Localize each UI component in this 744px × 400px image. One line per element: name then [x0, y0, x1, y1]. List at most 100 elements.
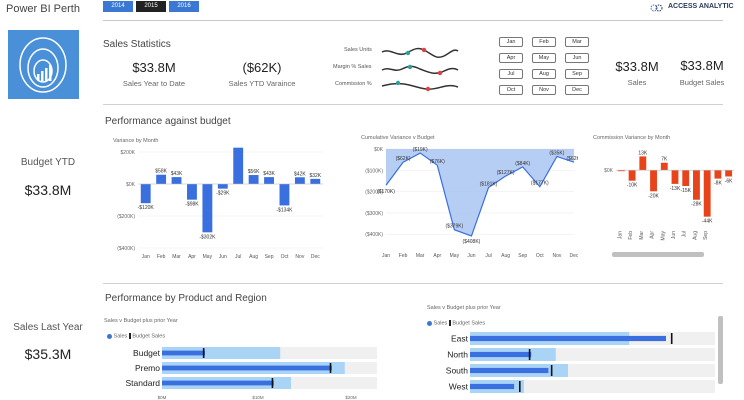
- header-divider: [103, 20, 723, 21]
- data-label: -8K: [714, 181, 722, 187]
- bar: [140, 184, 151, 204]
- budget-ytd-value: $33.8M: [24, 182, 72, 198]
- x-tick-label: Jan: [617, 231, 623, 239]
- data-label: $42K: [294, 171, 306, 177]
- category-label: Budget: [133, 348, 161, 358]
- bar: [617, 170, 625, 172]
- sales-bar: [470, 383, 515, 390]
- sales-bar: [162, 365, 332, 371]
- month-button-apr[interactable]: Apr: [499, 53, 523, 63]
- data-label: ($170K): [377, 189, 395, 195]
- x-tick-label: Sep: [518, 253, 527, 259]
- data-label: $32K: [309, 173, 321, 179]
- legend-budget-label-region: Budget Sales: [452, 320, 486, 327]
- data-label: ($127K): [497, 170, 515, 176]
- month-button-aug[interactable]: Aug: [532, 69, 556, 79]
- sparkline-label-margin: Margin % Sales: [333, 64, 372, 70]
- sales-ytd-variance-label: Sales YTD Varaince: [228, 79, 296, 88]
- x-tick-label: $20M: [345, 395, 357, 400]
- app-logo: [8, 30, 79, 99]
- category-label: South: [446, 366, 468, 376]
- legend-budget-label: Budget Sales: [132, 333, 166, 340]
- performance-budget-title: Performance against budget: [105, 116, 231, 127]
- month-button-jul[interactable]: Jul: [499, 69, 523, 79]
- data-label: -6K: [725, 178, 733, 184]
- sales-bar: [162, 380, 274, 386]
- x-tick-label: Mar: [639, 231, 645, 240]
- product-bullet-chart: Budget Premo Standard $0M $10M $20M: [126, 347, 377, 400]
- y-tick-label: ($400K): [117, 246, 135, 252]
- bar: [628, 170, 636, 181]
- month-button-feb[interactable]: Feb: [532, 37, 556, 47]
- budget-marker: [550, 365, 553, 376]
- sparkline-units: [381, 47, 459, 59]
- commission-chart-scrollbar[interactable]: [612, 252, 704, 257]
- bar: [156, 174, 167, 184]
- month-button-mar[interactable]: Mar: [565, 37, 589, 47]
- legend-sales-dot-region: [427, 320, 432, 326]
- x-tick-label: Apr: [433, 253, 441, 259]
- x-tick-label: Aug: [501, 253, 510, 259]
- sparkline-label-units: Sales Units: [344, 47, 372, 53]
- x-tick-label: Nov: [295, 254, 304, 260]
- month-button-nov[interactable]: Nov: [532, 85, 556, 95]
- x-tick-label: Jul: [235, 254, 241, 260]
- variance-by-month-chart: $200K $0K ($200K) ($400K) -$120K Jan $58K Feb $4…: [117, 146, 323, 260]
- variance-by-month-title: Variance by Month: [113, 138, 159, 144]
- data-label: ($408K): [463, 239, 481, 245]
- y-tick-label: ($200K): [117, 214, 135, 220]
- bar: [639, 156, 647, 171]
- x-tick-label: May: [660, 231, 666, 241]
- x-tick-label: Sep: [703, 231, 709, 240]
- bar: [171, 177, 182, 184]
- cumulative-variance-title: Cumulative Variance v Budget: [361, 135, 435, 141]
- budget-ytd-label: Budget YTD: [20, 157, 76, 168]
- month-button-may[interactable]: May: [532, 53, 556, 63]
- month-button-oct[interactable]: Oct: [499, 85, 523, 95]
- bar: [248, 175, 259, 184]
- month-button-sep[interactable]: Sep: [565, 69, 589, 79]
- x-tick-label: May: [450, 253, 460, 259]
- data-label: -28K: [691, 202, 702, 208]
- region-chart-scrollbar[interactable]: [718, 316, 723, 384]
- year-2014-button[interactable]: 2014: [103, 1, 133, 12]
- x-tick-label: Jul: [682, 231, 688, 237]
- data-label: 13K: [638, 150, 648, 156]
- year-2016-button[interactable]: 2016: [169, 1, 199, 12]
- budget-sales-label: Budget Sales: [679, 78, 725, 87]
- x-tick-label: Apr: [650, 231, 656, 239]
- y-tick-label: ($400K): [365, 232, 383, 238]
- bar: [725, 170, 733, 177]
- sales-last-year-value: $35.3M: [24, 346, 72, 362]
- logo-rings-icon: [19, 37, 67, 93]
- section-divider-1: [103, 104, 723, 105]
- x-tick-label: Mar: [172, 254, 181, 260]
- x-tick-label: Mar: [416, 253, 425, 259]
- x-tick-label: Jan: [382, 253, 390, 259]
- sales-statistics-title: Sales Statistics: [103, 39, 171, 50]
- data-label: -15K: [680, 188, 691, 194]
- month-button-dec[interactable]: Dec: [565, 85, 589, 95]
- data-label: ($84K): [515, 161, 530, 167]
- sales-label: Sales: [627, 78, 647, 87]
- month-button-jan[interactable]: Jan: [499, 37, 523, 47]
- sales-bar: [162, 350, 205, 356]
- bar: [279, 184, 290, 206]
- x-tick-label: Jun: [467, 253, 475, 259]
- x-tick-label: Dec: [570, 253, 578, 259]
- year-2015-button[interactable]: 2015: [136, 1, 166, 12]
- month-button-jun[interactable]: Jun: [565, 53, 589, 63]
- commission-variance-title: Commission Variance by Month: [593, 135, 671, 141]
- x-tick-label: Apr: [188, 254, 196, 260]
- sales-bar: [470, 367, 549, 374]
- bar: [703, 170, 711, 217]
- budget-marker: [202, 348, 205, 358]
- data-label: -$29K: [216, 191, 230, 197]
- x-tick-label: Jun: [671, 231, 677, 239]
- prior-year-bar: [162, 347, 281, 359]
- legend-sales-label: Sales: [113, 333, 128, 340]
- sales-last-year-label: Sales Last Year: [13, 322, 83, 333]
- y-tick-label: $0K: [126, 182, 136, 188]
- bar: [264, 177, 274, 184]
- bar: [671, 170, 679, 184]
